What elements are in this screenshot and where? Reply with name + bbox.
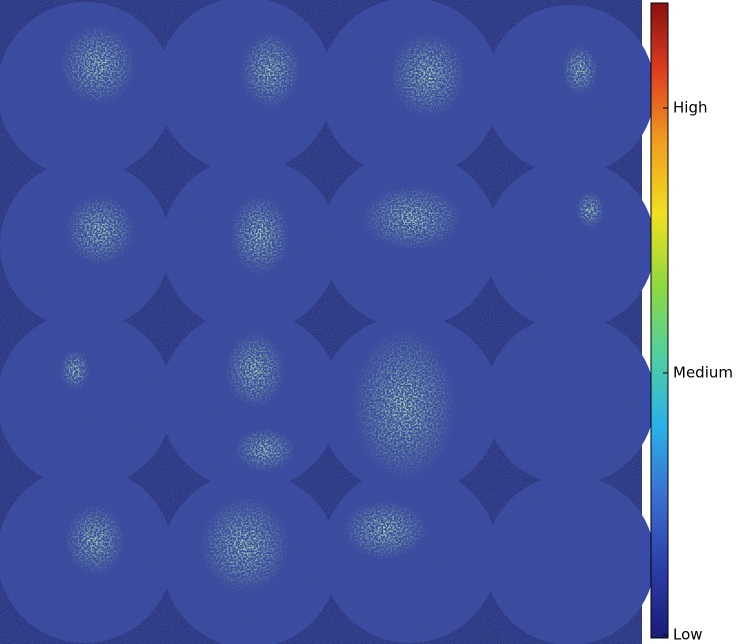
colorbar-ticks (663, 107, 668, 636)
colorbar-label: High (673, 99, 707, 117)
colorbar-label: Low (673, 626, 703, 644)
expression-hotspots (60, 25, 604, 593)
colorbar (650, 2, 669, 639)
colorbar-label: Medium (673, 364, 733, 382)
